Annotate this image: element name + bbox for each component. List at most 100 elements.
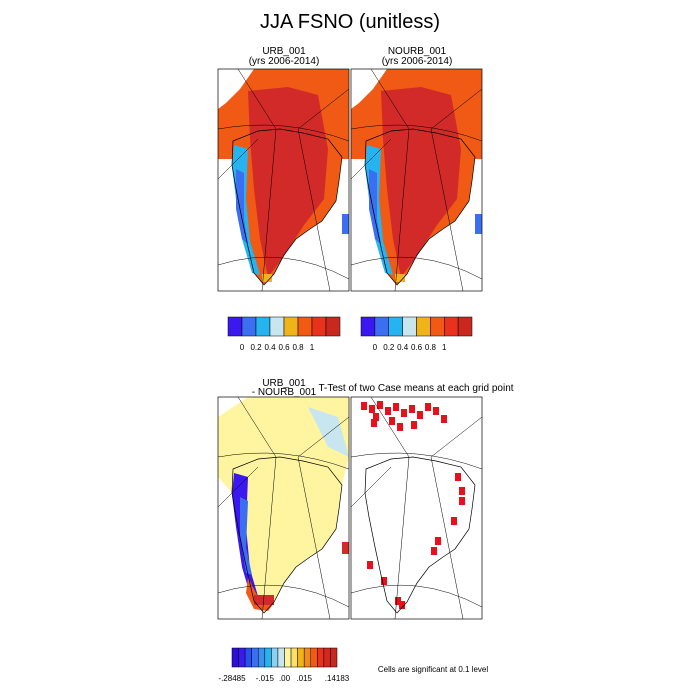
colorbar-label: 0.4 [397,343,409,352]
colorbar-swatch [360,316,376,337]
significant-cell [459,497,465,505]
significant-cell [435,537,441,545]
colorbar-swatch [238,647,246,668]
coastline [364,456,476,614]
parallel [351,584,482,608]
east-cells [342,214,349,234]
colorbar-swatch [277,647,285,668]
colorbar-swatch [323,647,331,668]
colorbar-swatch [388,316,403,337]
colorbar-swatch [290,647,298,668]
parallel [351,256,482,280]
panel-title: NOURB_001 [388,46,447,57]
meridian [218,397,349,508]
map-panel [217,68,350,292]
colorbar-label: -.28485 [218,674,246,683]
note: Cells are significant at 0.1 level [378,665,489,674]
meridian [261,128,277,291]
meridian [430,456,464,619]
parallel [218,584,349,608]
significant-cell [425,403,431,411]
map-panel [217,396,350,620]
significant-cell [411,421,417,429]
colorbar-swatch [258,647,266,668]
meridian [218,69,349,180]
map-content [351,397,482,619]
significant-cell [401,409,407,417]
colorbar-swatch [457,316,473,337]
panel-subtitle: (yrs 2006-2014) [249,56,320,67]
panel-subtitle: - NOURB_001 [252,387,317,398]
colorbar-label: -.015 [256,674,275,683]
significant-cell [441,415,447,423]
colorbar-swatch [271,647,279,668]
significant-cell [455,473,461,481]
panel-frame [217,68,350,292]
east-cells [342,542,349,554]
colorbar-label: 1 [442,343,447,352]
meridian [261,456,277,619]
land [218,397,349,613]
meridian [297,128,331,291]
parallel [218,452,349,470]
pale-blue-north [308,407,349,457]
significant-cell [369,405,375,413]
panel-frame [350,68,483,292]
colorbar-label: 0.2 [383,343,395,352]
significant-cell [371,419,377,427]
significant-cell [459,487,465,495]
colorbar-swatch [244,647,252,668]
colorbar-label: 0.8 [292,343,304,352]
meridian [430,128,464,291]
panel-title: URB_001 [262,378,306,389]
colorbar-swatch [255,316,271,337]
significant-cell [397,423,403,431]
ocean [351,69,387,109]
meridian [394,456,410,619]
south-tip [395,274,405,282]
west-strip-dark [369,169,381,244]
significant-cell [433,407,439,415]
panel-subtitle: (yrs 2006-2014) [382,56,453,67]
meridian [351,69,482,180]
west-strip-dark [236,169,248,244]
colorbar-swatch [325,316,341,337]
south-tip [262,274,272,282]
colorbar-swatch [311,316,327,337]
colorbar-label: 0.8 [425,343,437,352]
significant-cell [367,561,373,569]
map-content [218,397,349,619]
parallel [218,124,349,142]
colorbar-swatch [402,316,417,337]
east-cells [475,214,482,234]
colorbar-label: 1 [310,343,315,352]
colorbar-swatch [430,316,445,337]
significant-cell [381,577,387,585]
colorbar-swatch [251,647,259,668]
colorbar-label: 0.2 [250,343,262,352]
significant-cell [417,411,423,419]
meridian [394,128,410,291]
colorbar-swatch [374,316,389,337]
ocean [218,69,254,109]
colorbar-swatch [284,647,292,668]
west-strip-mid [240,497,252,575]
panel-title: T-Test of two Case means at each grid po… [318,383,513,394]
colorbar-label: 0.6 [278,343,290,352]
colorbar-label: 0.6 [411,343,423,352]
colorbar-label: .015 [296,674,312,683]
colorbar-swatch [283,316,299,337]
coastline [231,128,343,286]
map-content [351,69,482,291]
colorbar-label: 0 [240,343,245,352]
colorbar-label: .00 [279,674,291,683]
colorbar-label: .14183 [325,674,350,683]
colorbar-swatch [317,647,325,668]
colorbar-swatch [231,647,239,668]
colorbar-swatch [444,316,459,337]
significant-cell [393,403,399,411]
colorbar-swatch [241,316,257,337]
map-panel [350,396,483,620]
significant-cell [377,401,383,409]
colorbar-swatch [416,316,431,337]
